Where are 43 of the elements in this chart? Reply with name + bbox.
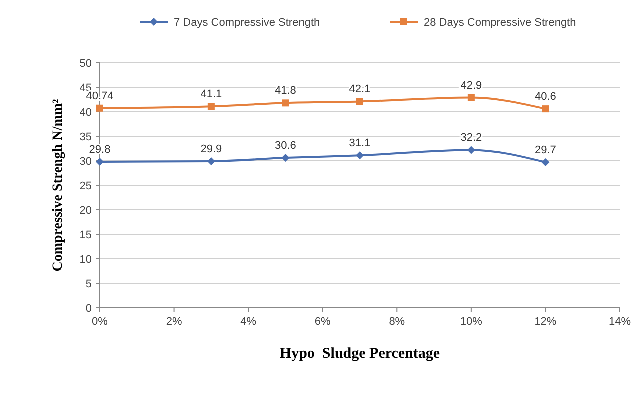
point xyxy=(96,158,104,166)
y-tick-label: 0 xyxy=(86,303,92,315)
y-axis-title: Compressive Strengh N/mm² xyxy=(51,99,66,272)
data-label: 29.7 xyxy=(535,144,556,156)
y-tick-label: 20 xyxy=(80,205,92,217)
point xyxy=(356,98,364,106)
point xyxy=(468,94,475,102)
data-label: 41.1 xyxy=(200,88,222,101)
x-tick-label: 10% xyxy=(460,316,483,328)
point xyxy=(282,154,290,162)
x-tick-label: 6% xyxy=(314,316,332,328)
point xyxy=(542,106,550,113)
legend-label: 28 Days Compressive Strength xyxy=(424,17,576,29)
y-tick-label: 10 xyxy=(80,254,92,266)
x-axis-title: Hypo Sludge Percentage xyxy=(280,346,440,362)
data-label: 42.9 xyxy=(460,80,482,92)
data-label: 40.6 xyxy=(535,91,556,104)
data-label: 30.6 xyxy=(275,140,296,152)
point xyxy=(96,104,104,112)
x-tick-label: 2% xyxy=(166,316,182,328)
point xyxy=(542,158,550,166)
x-tick-label: 0% xyxy=(92,316,108,328)
legend-label: 7 Days Compressive Strength xyxy=(174,17,320,29)
y-tick-label: 50 xyxy=(80,58,92,70)
data-label: 29.9 xyxy=(200,143,222,156)
y-tick-label: 35 xyxy=(80,132,92,144)
data-label: 32.2 xyxy=(460,132,482,144)
y-tick-label: 25 xyxy=(80,180,92,192)
x-tick-label: 12% xyxy=(534,316,557,328)
point xyxy=(208,103,215,110)
y-tick-label: 5 xyxy=(86,278,92,290)
data-label: 41.8 xyxy=(275,85,296,98)
x-tick-label: 4% xyxy=(240,316,257,328)
data-label: 42.1 xyxy=(349,84,371,96)
point xyxy=(467,146,476,154)
point xyxy=(356,152,364,160)
data-label: 31.1 xyxy=(349,138,371,150)
y-tick-label: 30 xyxy=(80,156,92,168)
y-tick-label: 15 xyxy=(80,230,92,242)
x-tick-label: 8% xyxy=(389,316,406,328)
point xyxy=(282,100,290,107)
x-tick-label: 14% xyxy=(608,316,632,328)
y-tick-label: 40 xyxy=(80,107,92,119)
